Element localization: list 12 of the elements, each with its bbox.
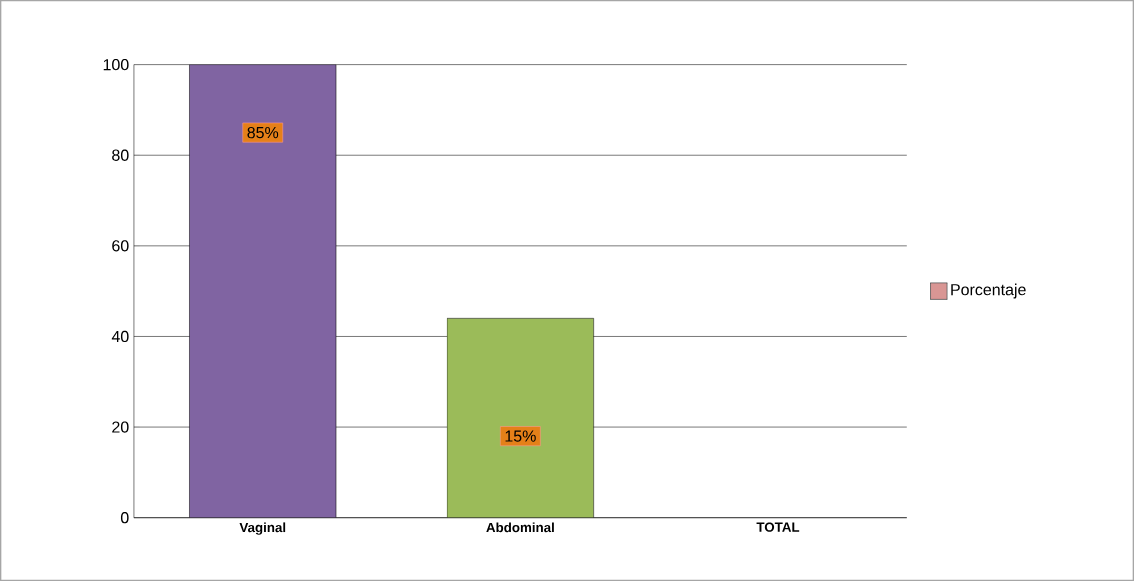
y-tick-label: 0 — [120, 512, 129, 524]
x-tick-label: TOTAL — [756, 522, 800, 532]
y-tick-label: 20 — [112, 421, 129, 433]
y-tick-label: 80 — [112, 149, 129, 161]
y-tick-label: 100 — [103, 58, 129, 71]
y-tick-label: 60 — [112, 240, 129, 252]
annotation: 85% — [247, 126, 279, 139]
y-tick-label: 40 — [111, 330, 129, 343]
legend-label: Porcentaje — [951, 283, 1026, 299]
x-tick-label: Vaginal — [239, 522, 286, 535]
annotation: 15% — [505, 430, 536, 442]
x-tick-label: Abdominal — [486, 522, 554, 533]
